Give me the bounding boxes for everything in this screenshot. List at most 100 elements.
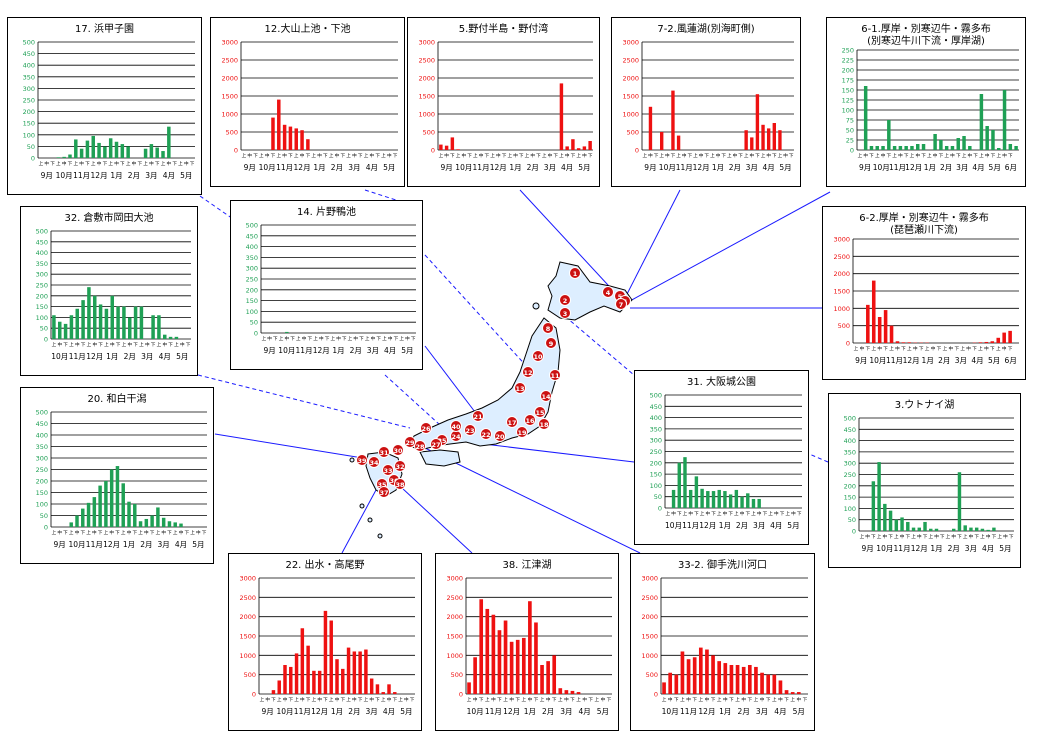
bar xyxy=(887,120,891,150)
site-marker-dot xyxy=(615,298,627,310)
month-label: 12月 xyxy=(86,352,103,361)
island-e xyxy=(377,533,383,539)
month-label: 9月 xyxy=(440,163,452,172)
bar xyxy=(128,317,132,339)
y-tick-label: 3000 xyxy=(833,236,850,244)
x-tick-label: 下 xyxy=(728,511,733,517)
bar xyxy=(723,663,728,694)
x-tick-label: 中 xyxy=(265,152,270,159)
x-tick-label: 下 xyxy=(972,346,977,352)
bar xyxy=(881,146,885,150)
chart-panel-c38: 38. 江津湖 0 500 1000 1500 2000 2500 3000 上中下上中下上中下… xyxy=(435,553,619,731)
hokkaido xyxy=(547,261,633,321)
x-tick-label: 上 xyxy=(892,152,897,159)
site-marker-dot xyxy=(545,337,557,349)
month-label: 10月 xyxy=(278,346,295,355)
x-tick-label: 上 xyxy=(490,152,495,159)
site-marker-dot xyxy=(464,424,476,436)
month-label: 4月 xyxy=(578,707,590,716)
site-marker-label: 2 xyxy=(563,297,568,305)
y-tick-label: 400 xyxy=(23,62,35,70)
month-label: 9月 xyxy=(244,163,256,172)
connector-3-dash xyxy=(799,449,829,463)
x-tick-label: 下 xyxy=(340,697,345,703)
site-marker: 20 xyxy=(494,430,506,442)
bar xyxy=(69,522,73,527)
bar xyxy=(668,672,673,694)
x-tick-label: 上 xyxy=(260,696,265,703)
month-label: 11月 xyxy=(676,163,693,172)
x-tick-label: 上 xyxy=(174,341,179,348)
site-marker-label: 16 xyxy=(525,417,535,425)
month-label: 12月 xyxy=(503,707,520,716)
x-tick-label: 上 xyxy=(894,533,899,540)
x-tick-label: 中 xyxy=(79,160,84,167)
y-tick-label: 400 xyxy=(36,249,48,257)
bar xyxy=(114,141,119,158)
x-tick-labels: 上中下上中下上中下上中下上中下上中下上中下上中下上中下 xyxy=(854,345,1013,352)
x-tick-label: 下 xyxy=(694,511,699,517)
x-tick-label: 中 xyxy=(898,152,903,159)
x-tick-label: 下 xyxy=(116,342,121,348)
month-label: 11月 xyxy=(73,171,90,180)
chart-title: 20. 和白干潟 xyxy=(87,394,147,405)
y-tick-label: 350 xyxy=(36,260,48,268)
x-tick-label: 上 xyxy=(997,533,1002,540)
x-tick-label: 上 xyxy=(790,696,795,703)
site-marker: 33 xyxy=(382,464,394,476)
bar xyxy=(127,501,131,527)
y-tick-label: 500 xyxy=(244,671,256,679)
y-tick-label: 2000 xyxy=(641,613,658,621)
x-tick-label: 下 xyxy=(797,511,802,517)
x-tick-label: 下 xyxy=(570,697,575,703)
chart-panel-c22: 22. 出水・高尾野 0 500 1000 1500 2000 2500 3000 上中下上中下… xyxy=(228,553,422,731)
x-tick-label: 上 xyxy=(365,335,370,342)
x-tick-label: 中 xyxy=(92,529,97,536)
chart-panel-c332: 33-2. 御手洗川河口 0 500 1000 1500 2000 2500 3000 上中下上… xyxy=(630,553,815,731)
bar xyxy=(894,519,899,531)
month-label: 1月 xyxy=(924,163,936,172)
x-tick-label: 下 xyxy=(137,161,142,167)
x-tick-label: 下 xyxy=(120,161,125,167)
y-tick-label: 300 xyxy=(23,85,35,93)
x-tick-label: 上 xyxy=(485,696,490,703)
x-tick-label: 下 xyxy=(172,161,177,167)
x-tick-label: 中 xyxy=(144,529,149,536)
x-tick-label: 中 xyxy=(951,533,956,540)
y-tick-label: 450 xyxy=(36,238,48,246)
y-tick-label: 2000 xyxy=(418,75,435,83)
month-label: 3月 xyxy=(158,540,170,549)
bar xyxy=(871,481,876,531)
y-tick-label: 350 xyxy=(844,448,856,456)
y-tick-label: 500 xyxy=(423,129,435,137)
x-tick-label: 下 xyxy=(974,534,979,540)
x-tick-label: 中 xyxy=(601,696,606,703)
x-tick-label: 下 xyxy=(271,153,276,159)
month-label: 11月 xyxy=(886,356,903,365)
y-tick-label: 150 xyxy=(36,303,48,311)
bar xyxy=(93,295,97,339)
bar xyxy=(871,280,876,343)
month-label: 5月 xyxy=(988,356,1000,365)
site-marker-dot xyxy=(540,390,552,402)
month-label: 5月 xyxy=(400,707,412,716)
bar xyxy=(735,665,740,694)
y-tick-label: 0 xyxy=(31,155,35,163)
bar xyxy=(91,135,95,158)
month-label: 1月 xyxy=(332,346,344,355)
month-label: 2月 xyxy=(527,163,539,172)
bar xyxy=(110,295,114,339)
y-tick-label: 1500 xyxy=(239,633,256,641)
bar xyxy=(996,337,1001,343)
bar xyxy=(92,497,97,527)
x-tick-label: 下 xyxy=(607,697,612,703)
site-marker-label: 12 xyxy=(523,369,532,377)
island-b xyxy=(349,457,355,463)
y-tick-label: 2500 xyxy=(622,57,639,65)
y-tick-label: 500 xyxy=(838,322,850,330)
bar xyxy=(346,647,351,694)
x-tick-label: 中 xyxy=(671,510,676,517)
site-marker: 22 xyxy=(480,428,492,440)
chart-svg: 050010001500200025003000上中下上中下上中下上中下上中下上… xyxy=(239,575,415,716)
